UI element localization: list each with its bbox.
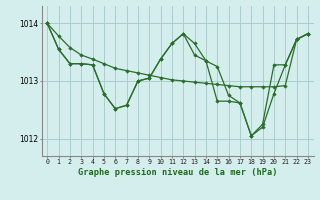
X-axis label: Graphe pression niveau de la mer (hPa): Graphe pression niveau de la mer (hPa) [78, 168, 277, 177]
